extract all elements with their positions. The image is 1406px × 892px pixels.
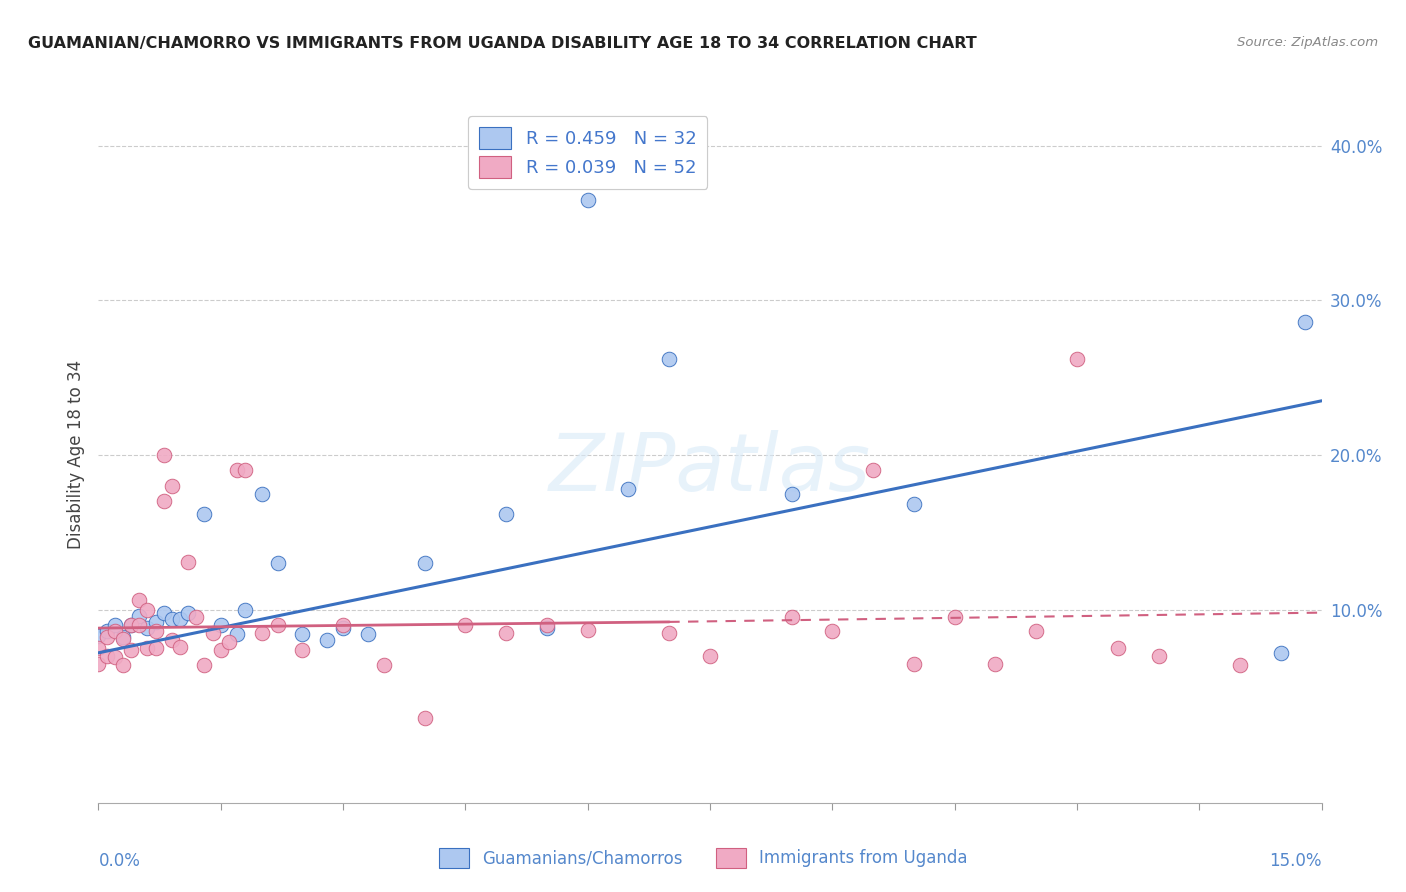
Point xyxy=(120,618,142,632)
Point xyxy=(267,618,290,632)
Point xyxy=(111,631,134,645)
Point xyxy=(233,602,256,616)
Point xyxy=(145,624,167,639)
Point xyxy=(356,627,378,641)
Point xyxy=(267,556,290,570)
Point xyxy=(160,612,183,626)
Point xyxy=(291,642,314,657)
Point xyxy=(495,507,517,521)
Point xyxy=(120,642,142,657)
Point xyxy=(226,463,249,477)
Point xyxy=(1066,352,1088,367)
Point xyxy=(250,486,273,500)
Point xyxy=(152,606,174,620)
Point xyxy=(658,625,681,640)
Point xyxy=(128,608,150,623)
Y-axis label: Disability Age 18 to 34: Disability Age 18 to 34 xyxy=(66,360,84,549)
Point xyxy=(87,641,110,656)
Point xyxy=(104,618,127,632)
Point xyxy=(821,624,844,639)
Point xyxy=(903,497,925,511)
Point xyxy=(209,642,232,657)
Point xyxy=(169,640,191,654)
Point xyxy=(136,641,159,656)
Point xyxy=(536,618,558,632)
Point xyxy=(1107,641,1129,656)
Point xyxy=(1147,648,1170,663)
Point xyxy=(413,556,436,570)
Legend: Guamanians/Chamorros, Immigrants from Uganda: Guamanians/Chamorros, Immigrants from Ug… xyxy=(432,841,974,875)
Point xyxy=(87,657,110,671)
Point xyxy=(96,631,118,645)
Point xyxy=(136,621,159,635)
Point xyxy=(218,635,240,649)
Point xyxy=(250,625,273,640)
Point xyxy=(136,602,159,616)
Point xyxy=(903,657,925,671)
Point xyxy=(373,658,395,673)
Text: Source: ZipAtlas.com: Source: ZipAtlas.com xyxy=(1237,36,1378,49)
Point xyxy=(862,463,884,477)
Point xyxy=(96,648,118,663)
Point xyxy=(780,486,803,500)
Text: GUAMANIAN/CHAMORRO VS IMMIGRANTS FROM UGANDA DISABILITY AGE 18 TO 34 CORRELATION: GUAMANIAN/CHAMORRO VS IMMIGRANTS FROM UG… xyxy=(28,36,977,51)
Point xyxy=(495,625,517,640)
Point xyxy=(233,463,256,477)
Point xyxy=(454,618,477,632)
Point xyxy=(186,610,208,624)
Point xyxy=(291,627,314,641)
Point xyxy=(1294,315,1316,329)
Point xyxy=(1025,624,1047,639)
Text: 15.0%: 15.0% xyxy=(1270,852,1322,870)
Point xyxy=(576,623,599,637)
Point xyxy=(104,624,127,639)
Point xyxy=(332,618,354,632)
Point xyxy=(780,610,803,624)
Point xyxy=(413,711,436,725)
Point xyxy=(177,555,200,569)
Point xyxy=(96,624,118,639)
Point xyxy=(984,657,1007,671)
Point xyxy=(536,621,558,635)
Point xyxy=(87,629,110,643)
Point xyxy=(152,448,174,462)
Point xyxy=(576,193,599,207)
Point xyxy=(943,610,966,624)
Point xyxy=(160,633,183,648)
Point xyxy=(1270,646,1292,660)
Point xyxy=(120,618,142,632)
Point xyxy=(152,494,174,508)
Point xyxy=(332,621,354,635)
Legend: R = 0.459   N = 32, R = 0.039   N = 52: R = 0.459 N = 32, R = 0.039 N = 52 xyxy=(468,116,707,189)
Point xyxy=(617,482,640,496)
Point xyxy=(1229,658,1251,673)
Point xyxy=(177,606,200,620)
Point xyxy=(193,507,215,521)
Point xyxy=(699,648,721,663)
Point xyxy=(128,593,150,607)
Point xyxy=(160,479,183,493)
Point xyxy=(169,612,191,626)
Point xyxy=(111,632,134,646)
Point xyxy=(658,352,681,367)
Point xyxy=(226,627,249,641)
Point xyxy=(128,618,150,632)
Point xyxy=(145,615,167,629)
Point xyxy=(201,625,224,640)
Point xyxy=(111,658,134,673)
Text: ZIPatlas: ZIPatlas xyxy=(548,430,872,508)
Point xyxy=(315,633,337,648)
Point xyxy=(193,658,215,673)
Point xyxy=(145,641,167,656)
Point xyxy=(104,650,127,665)
Text: 0.0%: 0.0% xyxy=(98,852,141,870)
Point xyxy=(209,618,232,632)
